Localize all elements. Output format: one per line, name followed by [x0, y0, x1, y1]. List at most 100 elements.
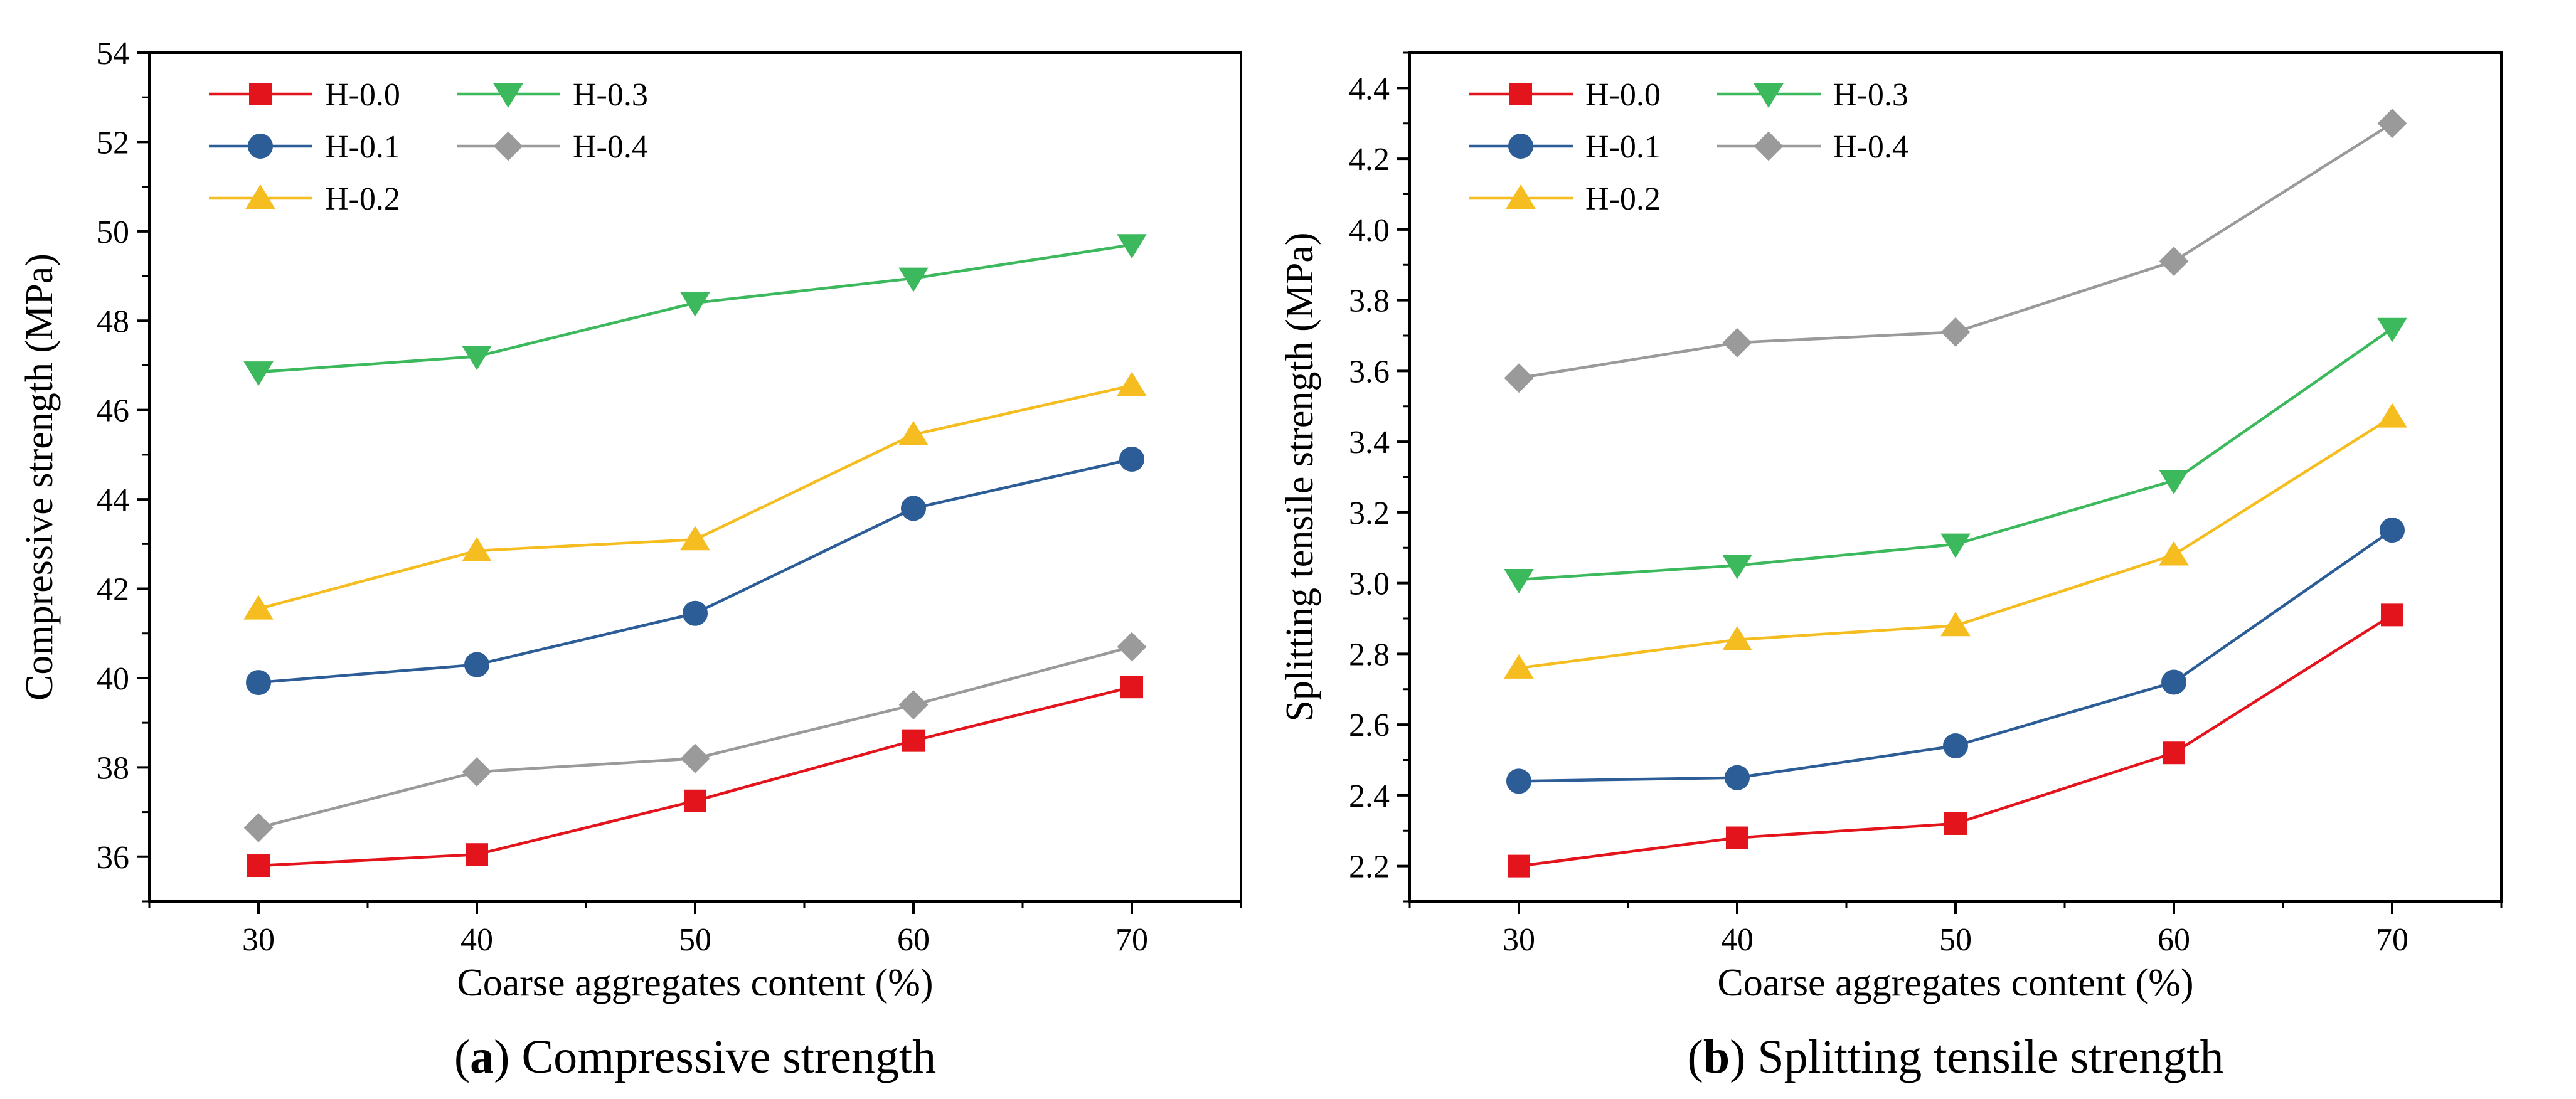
series-line — [258, 686, 1132, 868]
data-point — [1120, 676, 1143, 699]
data-point — [1117, 234, 1147, 259]
legend-label: H-0.3 — [1833, 77, 1908, 113]
plot-frame — [1408, 51, 2503, 903]
legend-item-H-0.3: H-0.3 — [457, 77, 648, 113]
legend-marker — [1508, 134, 1533, 159]
y-tick-label: 50 — [97, 215, 129, 250]
legend: H-0.0 H-0.1 H-0.2 H-0.3 H-0.4 — [209, 77, 648, 217]
legend-label: H-0.1 — [325, 129, 400, 165]
legend-marker — [245, 184, 275, 209]
caption-text: Compressive strength — [521, 1031, 936, 1083]
data-point — [1940, 612, 1971, 637]
data-point — [1504, 654, 1534, 679]
data-point — [680, 743, 710, 773]
data-point — [1117, 371, 1147, 396]
series-H-0.4 — [1504, 109, 2407, 393]
chart-panel-b: 30 40 50 60 70 2.2 2.4 2.6 2.8 3.0 3.2 3.4 3.6 3.8 4.0… — [1279, 51, 2503, 1083]
caption-letter: a — [470, 1031, 494, 1083]
data-point — [1725, 765, 1750, 790]
legend-marker — [1754, 131, 1784, 161]
legend-item-H-0.0: H-0.0 — [1469, 77, 1661, 113]
legend-marker — [1506, 184, 1536, 209]
x-tick-label: 50 — [1939, 922, 1972, 958]
data-point — [466, 843, 488, 866]
data-point — [2381, 603, 2403, 627]
series-H-0.1 — [246, 447, 1144, 696]
legend-label: H-0.2 — [325, 181, 400, 217]
y-tick-label: 48 — [97, 304, 129, 339]
legend-item-H-0.2: H-0.2 — [209, 181, 400, 217]
data-point — [1944, 812, 1967, 835]
y-tick-label: 2.2 — [1349, 849, 1390, 885]
data-point — [902, 729, 925, 752]
legend-marker — [249, 83, 272, 105]
caption-text: Splitting tensile strength — [1757, 1031, 2223, 1083]
data-point — [1508, 854, 1530, 878]
series-H-0.0 — [247, 676, 1143, 878]
data-point — [1504, 568, 1534, 593]
y-tick-label: 4.0 — [1349, 213, 1390, 248]
legend-item-H-0.1: H-0.1 — [209, 129, 400, 165]
y-tick-label: 2.8 — [1349, 637, 1390, 672]
x-tick-label: 60 — [897, 922, 930, 958]
y-tick-label: 4.2 — [1349, 142, 1390, 178]
series-line — [258, 457, 1132, 684]
data-point — [1506, 768, 1531, 794]
data-point — [2161, 669, 2186, 695]
data-point — [462, 537, 492, 561]
y-tick-label: 52 — [97, 125, 129, 161]
data-point — [684, 789, 706, 812]
legend-item-H-0.3: H-0.3 — [1717, 77, 1908, 113]
legend: H-0.0 H-0.1 H-0.2 H-0.3 H-0.4 — [1469, 77, 1908, 217]
x-tick-label: 70 — [2376, 922, 2408, 958]
chart-panel-a: 30 40 50 60 70 36 38 40 42 44 46 48 50 52 54 Coarse agg… — [18, 36, 1242, 1083]
data-point — [464, 652, 489, 677]
data-point — [898, 267, 929, 292]
data-point — [1722, 327, 1752, 358]
data-point — [1726, 826, 1748, 849]
legend-label: H-0.3 — [573, 77, 648, 113]
data-point — [2159, 541, 2189, 566]
data-point — [898, 690, 929, 720]
legend-label: H-0.4 — [573, 129, 648, 165]
y-axis-title: Compressive strength (MPa) — [18, 253, 61, 701]
data-point — [1722, 555, 1752, 580]
legend-item-H-0.4: H-0.4 — [1717, 129, 1908, 165]
legend-marker — [493, 83, 523, 108]
series-H-0.1 — [1506, 518, 2405, 794]
caption-letter: b — [1703, 1031, 1730, 1083]
panel-caption: (a) Compressive strength — [454, 1031, 936, 1083]
legend-marker — [1754, 83, 1784, 108]
plot-frame — [148, 51, 1242, 903]
series-H-0.4 — [243, 632, 1147, 842]
x-tick-label: 50 — [679, 922, 711, 958]
x-tick-label: 30 — [242, 922, 275, 958]
y-tick-label: 3.0 — [1349, 566, 1390, 602]
x-tick-label: 40 — [1721, 922, 1754, 958]
x-tick-label: 70 — [1115, 922, 1148, 958]
data-point — [2377, 317, 2407, 342]
data-point — [2163, 741, 2185, 765]
y-tick-label: 3.2 — [1349, 496, 1390, 531]
data-point — [680, 526, 710, 551]
data-point — [1504, 363, 1534, 393]
series-H-0.2 — [1504, 403, 2407, 679]
data-point — [246, 670, 271, 696]
data-point — [2380, 518, 2405, 543]
data-point — [243, 595, 274, 620]
data-point — [898, 420, 929, 445]
legend-label: H-0.0 — [325, 77, 400, 113]
data-point — [1119, 447, 1144, 472]
y-tick-label: 2.4 — [1349, 778, 1390, 814]
y-tick-label: 44 — [97, 482, 129, 518]
legend-item-H-0.1: H-0.1 — [1469, 129, 1661, 165]
series-H-0.3 — [243, 234, 1147, 386]
legend-item-H-0.0: H-0.0 — [209, 77, 400, 113]
y-tick-label: 40 — [97, 661, 129, 697]
data-point — [1943, 733, 1968, 758]
y-tick-label: 3.8 — [1349, 284, 1390, 319]
legend-label: H-0.0 — [1585, 77, 1661, 113]
data-point — [1117, 632, 1147, 662]
legend-label: H-0.4 — [1833, 129, 1908, 165]
